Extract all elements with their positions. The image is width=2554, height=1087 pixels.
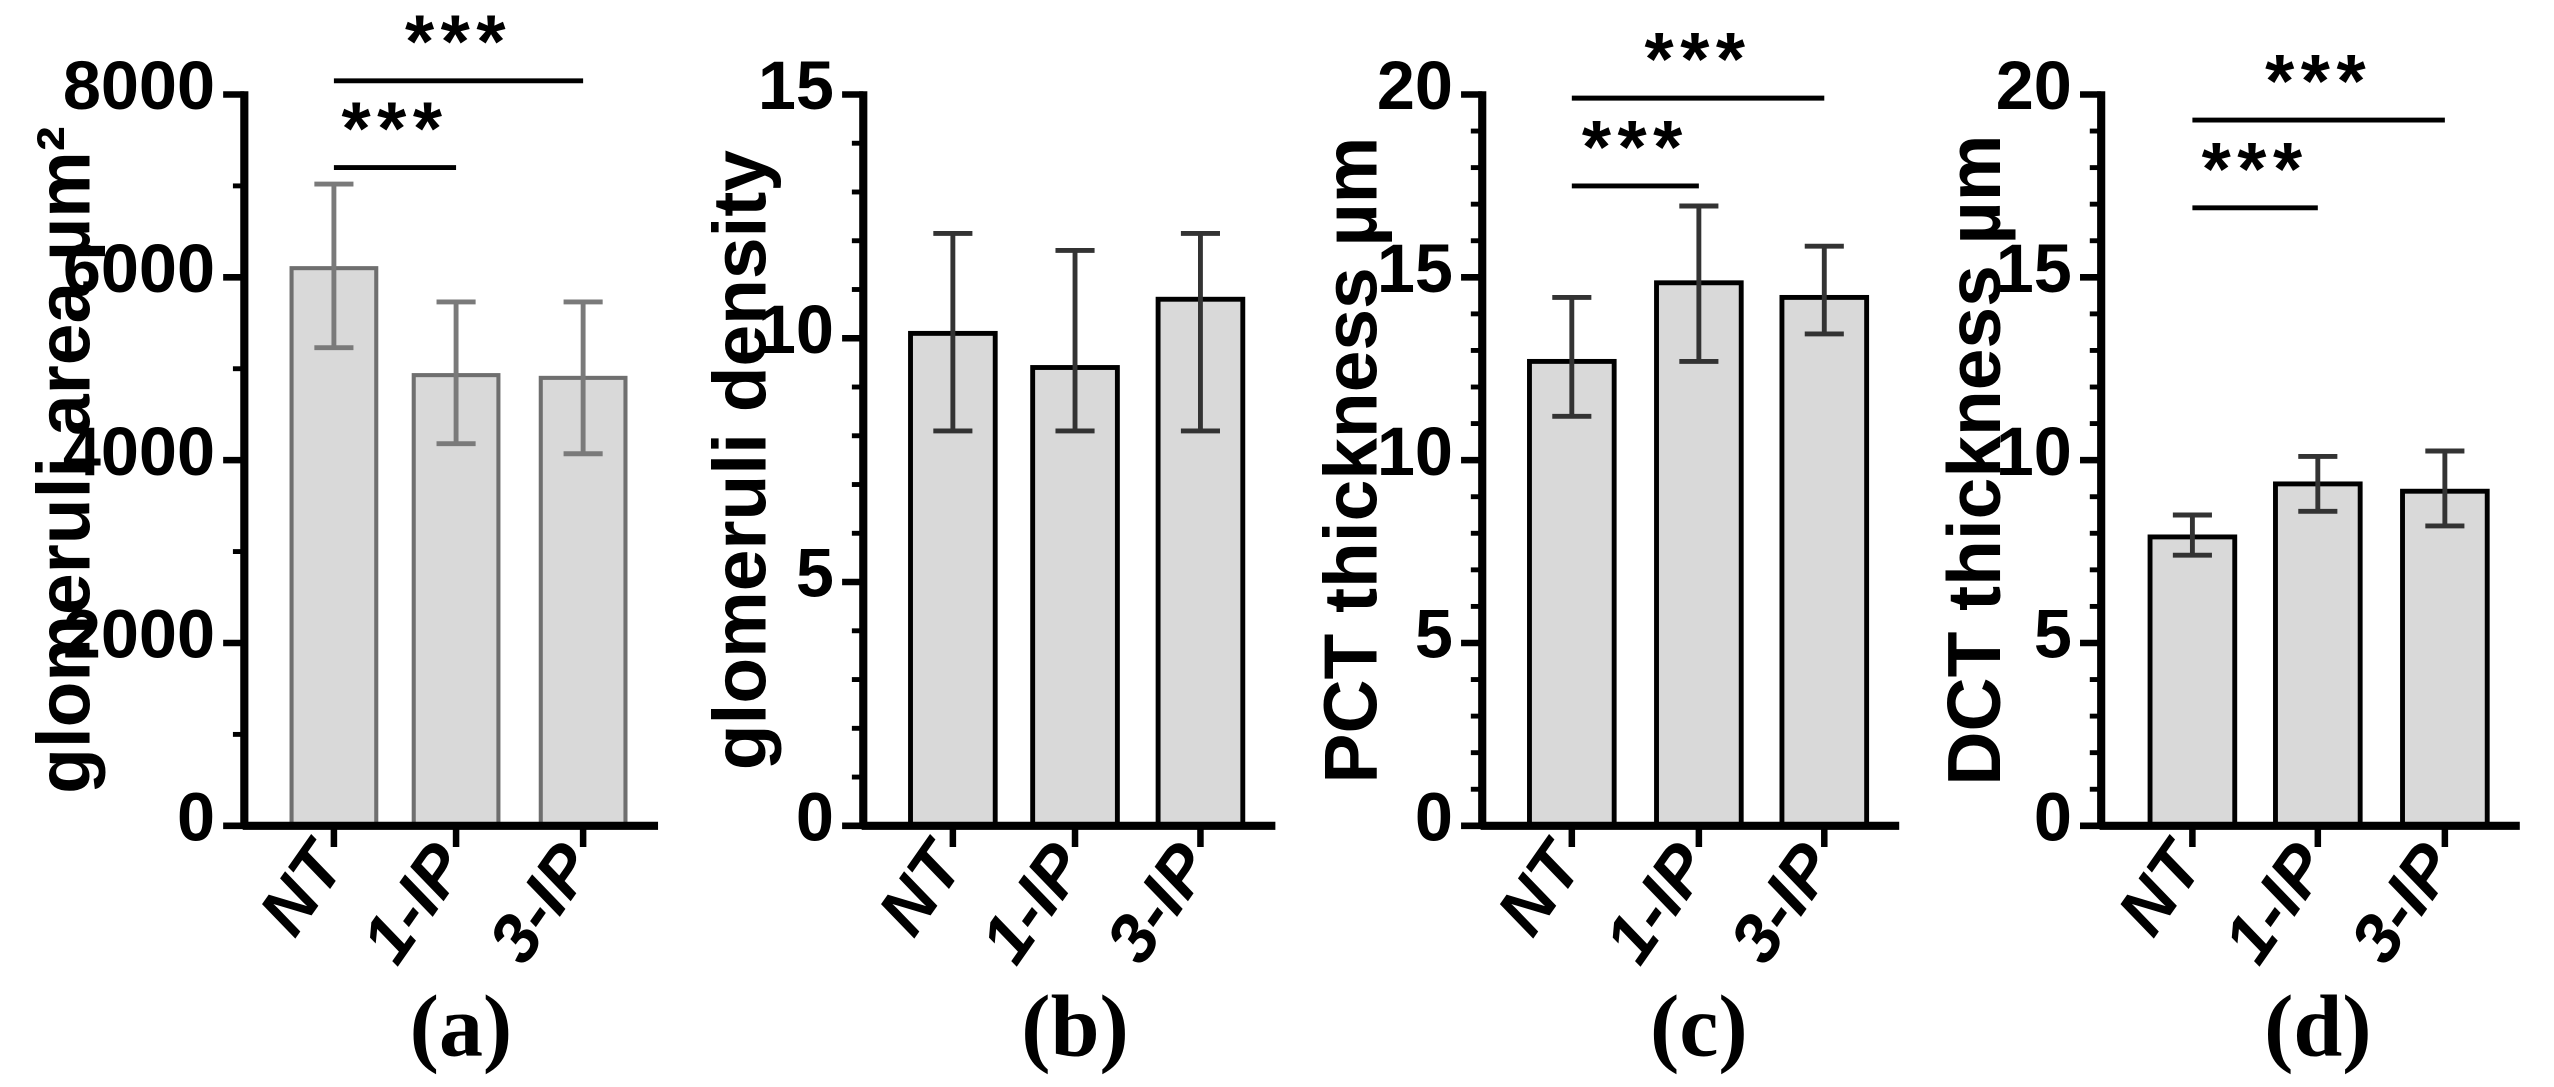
significance-label: *** bbox=[405, 0, 512, 84]
y-tick-label: 10 bbox=[1996, 414, 2072, 490]
bar bbox=[1030, 365, 1120, 829]
category-label: NT bbox=[1483, 826, 1601, 949]
bar bbox=[1527, 358, 1617, 829]
y-tick-label: 0 bbox=[2034, 779, 2072, 855]
bar bbox=[2147, 534, 2238, 829]
panel-label: (a) bbox=[410, 978, 513, 1075]
y-tick-label: 20 bbox=[1377, 48, 1453, 124]
bar bbox=[2400, 488, 2490, 829]
panel-label: (b) bbox=[1021, 978, 1128, 1075]
y-tick-label: 2000 bbox=[63, 597, 215, 673]
category-label: 1-IP bbox=[2209, 830, 2343, 977]
y-axis-title: DCT thickness µm bbox=[1932, 135, 2016, 786]
significance-label: *** bbox=[2202, 127, 2309, 211]
category-label: 3-IP bbox=[1715, 830, 1849, 977]
category-label: 1-IP bbox=[347, 830, 481, 977]
y-tick-label: 15 bbox=[1377, 231, 1453, 307]
significance-label: *** bbox=[2265, 39, 2372, 123]
panel-label: (d) bbox=[2264, 978, 2371, 1075]
significance-label: *** bbox=[1582, 105, 1689, 189]
y-tick-label: 10 bbox=[1377, 414, 1453, 490]
category-label: 3-IP bbox=[474, 830, 608, 977]
panel-label: (c) bbox=[1650, 978, 1748, 1075]
category-label: 1-IP bbox=[1590, 830, 1724, 977]
y-tick-label: 20 bbox=[1996, 48, 2072, 124]
y-tick-label: 0 bbox=[177, 779, 215, 855]
bar bbox=[411, 373, 501, 828]
y-tick-label: 0 bbox=[796, 779, 834, 855]
panel-d: 0 5 10 15 20 NT1-IP3-IP DCT thickness µm ******… bbox=[1932, 39, 2520, 1075]
category-label: 3-IP bbox=[2336, 830, 2470, 977]
panel-c: 0 5 10 15 20 NT1-IP3-IP PCT thickness µm ******… bbox=[1308, 17, 1900, 1075]
y-tick-label: 4000 bbox=[63, 414, 215, 490]
y-tick-label: 5 bbox=[796, 536, 834, 612]
bar bbox=[1779, 294, 1870, 829]
y-tick-label: 6000 bbox=[63, 231, 215, 307]
panel-a: 0 2000 4000 6000 8000 NT1-IP3-IP glomeruli are… bbox=[22, 0, 659, 1075]
bar bbox=[2273, 481, 2363, 829]
y-axis-title: glomeruli area µm² bbox=[22, 126, 106, 794]
y-tick-label: 15 bbox=[758, 48, 834, 124]
y-tick-label: 15 bbox=[1996, 231, 2072, 307]
y-tick-label: 8000 bbox=[63, 48, 215, 124]
y-tick-label: 5 bbox=[2034, 597, 2072, 673]
category-label: NT bbox=[2103, 826, 2221, 949]
y-tick-label: 0 bbox=[1415, 779, 1453, 855]
y-axis-title: PCT thickness µm bbox=[1308, 137, 1392, 784]
category-label: NT bbox=[864, 826, 982, 949]
panel-b: 0 5 10 15 NT1-IP3-IP glomeruli density (b) bbox=[698, 48, 1276, 1075]
category-label: NT bbox=[245, 826, 363, 949]
category-label: 3-IP bbox=[1092, 830, 1226, 977]
y-tick-label: 5 bbox=[1415, 597, 1453, 673]
y-axis-title: glomeruli density bbox=[698, 150, 782, 771]
y-tick-label: 10 bbox=[758, 292, 834, 368]
bar bbox=[289, 266, 379, 828]
significance-label: *** bbox=[341, 87, 448, 171]
significance-label: *** bbox=[1645, 17, 1752, 101]
bar bbox=[1654, 280, 1744, 829]
category-label: 1-IP bbox=[966, 830, 1100, 977]
